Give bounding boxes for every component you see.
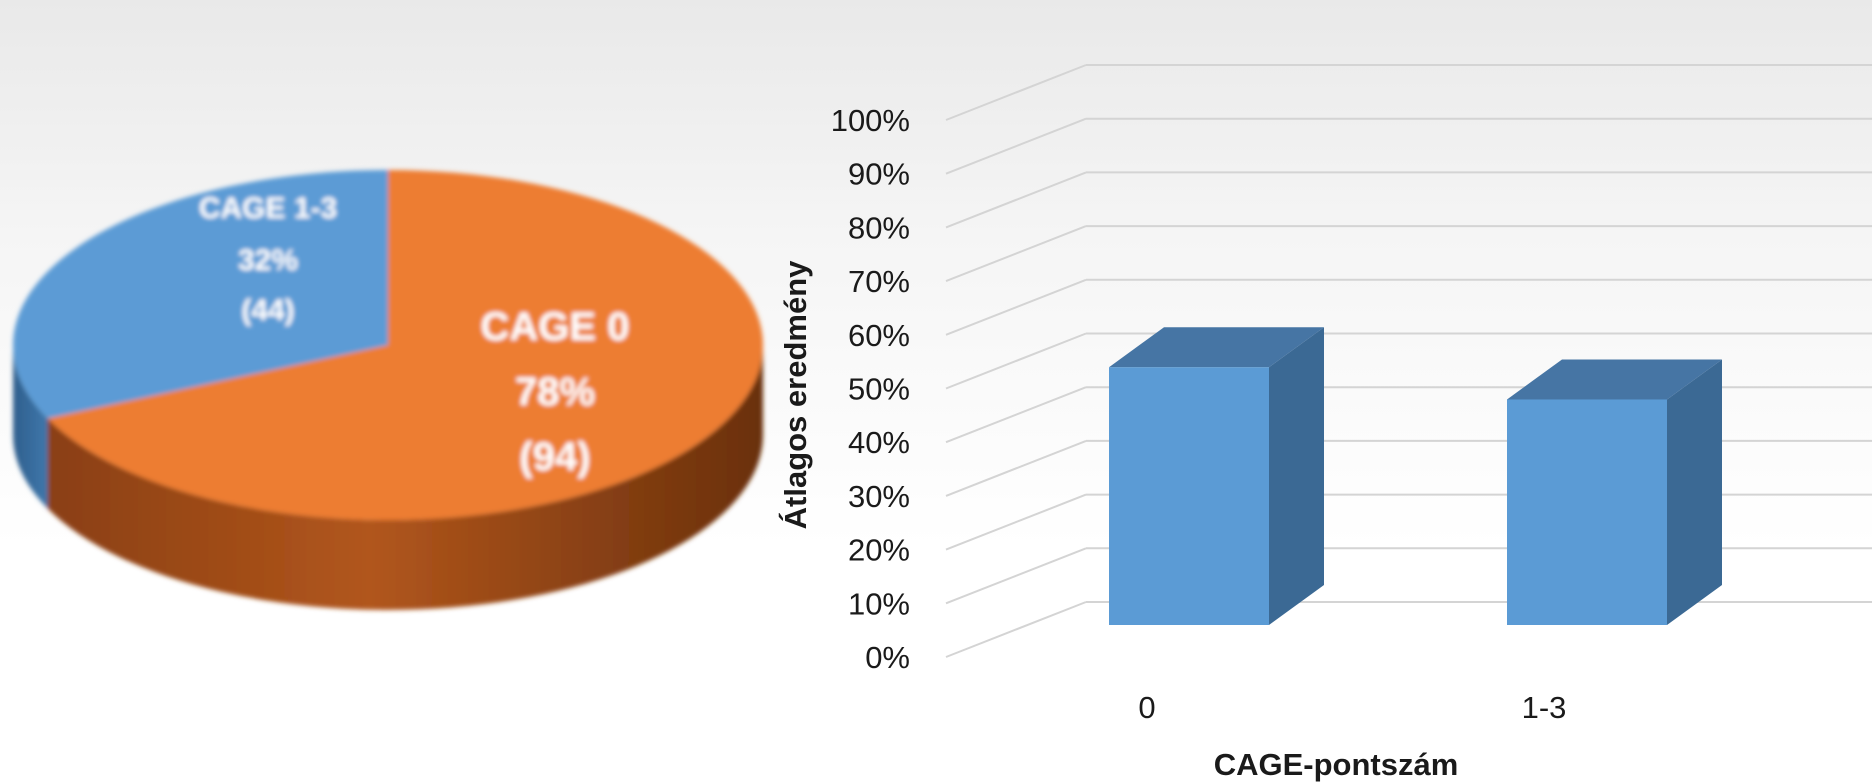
y-tick-label: 10% bbox=[848, 586, 910, 621]
gridline-diagonal bbox=[945, 64, 1087, 121]
y-tick-label: 80% bbox=[848, 210, 910, 245]
bar-side-face bbox=[1269, 327, 1324, 625]
x-axis-title: CAGE-pontszám bbox=[1214, 747, 1459, 782]
y-tick-label: 70% bbox=[848, 264, 910, 299]
bar-top-face bbox=[1507, 359, 1722, 400]
pie-slice-label: (44) bbox=[241, 294, 294, 327]
pie-slice bbox=[47, 170, 764, 520]
y-tick-label: 40% bbox=[848, 425, 910, 460]
bar bbox=[1507, 359, 1722, 625]
y-tick-label: 20% bbox=[848, 533, 910, 568]
pie-slice-label: 78% bbox=[515, 370, 595, 414]
y-tick-label: 50% bbox=[848, 372, 910, 407]
pie-slice-label: CAGE 0 bbox=[481, 305, 630, 349]
pie-slice-label: 32% bbox=[238, 244, 298, 277]
pie-slice-side bbox=[47, 345, 764, 610]
gridline-diagonal bbox=[945, 601, 1087, 658]
pie-slice-side bbox=[13, 345, 48, 509]
pie-slice bbox=[12, 170, 388, 419]
y-tick-label: 90% bbox=[848, 157, 910, 192]
gridline-diagonal bbox=[945, 117, 1087, 175]
y-tick-label: 30% bbox=[848, 479, 910, 514]
bar-side-face bbox=[1667, 359, 1722, 625]
gridline-diagonal bbox=[945, 171, 1087, 229]
pie-chart: CAGE 0 78% (94) CAGE 1-3 32% (44) bbox=[12, 170, 764, 610]
gridline-diagonal bbox=[945, 439, 1087, 497]
gridline-diagonal bbox=[945, 225, 1087, 283]
gridline-diagonal bbox=[945, 493, 1087, 551]
bar-top-face bbox=[1109, 327, 1324, 368]
gridline-diagonal bbox=[945, 386, 1087, 444]
bar bbox=[1109, 327, 1324, 625]
bar-front-face bbox=[1109, 367, 1269, 625]
y-tick-label: 0% bbox=[865, 640, 910, 675]
x-tick-label: 1-3 bbox=[1522, 690, 1567, 725]
pie-slice-label: CAGE 1-3 bbox=[199, 192, 337, 225]
pie-slice-label: (94) bbox=[519, 435, 590, 479]
x-tick-label: 0 bbox=[1138, 690, 1155, 725]
y-axis-title: Átlagos eredmény bbox=[778, 260, 813, 530]
gridline-diagonal bbox=[945, 332, 1087, 390]
bar-front-face bbox=[1507, 399, 1667, 625]
gridline-diagonal bbox=[945, 278, 1087, 336]
gridline-diagonal bbox=[945, 547, 1087, 605]
y-tick-label: 60% bbox=[848, 318, 910, 353]
y-tick-label: 100% bbox=[831, 103, 910, 138]
